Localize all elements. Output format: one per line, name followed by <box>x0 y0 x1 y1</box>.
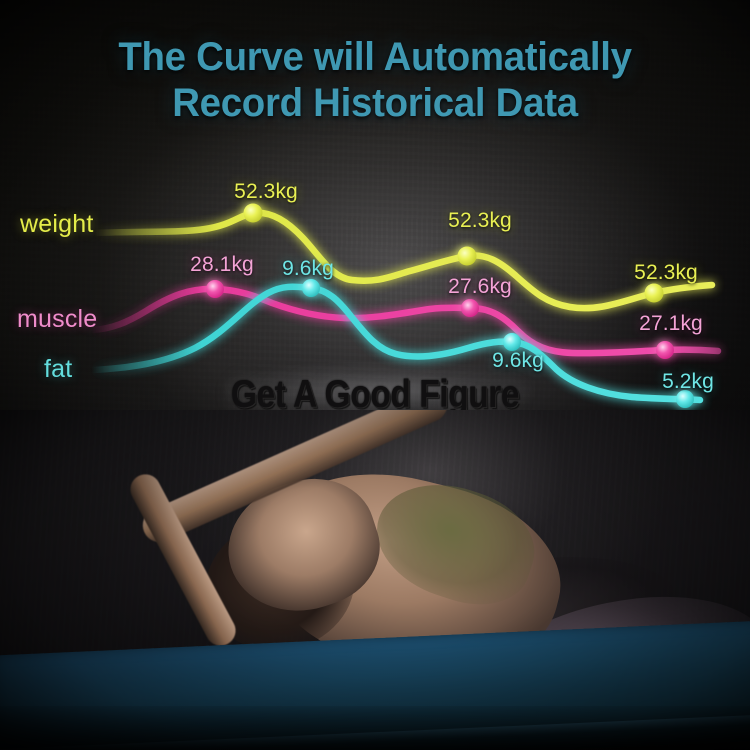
series-label-muscle: muscle <box>17 305 98 333</box>
series-label-weight: weight <box>20 210 94 238</box>
history-curve-chart: weight muscle fat 52.3kg 52.3kg 52.3kg 2… <box>17 180 722 408</box>
weight-data-points <box>243 203 664 303</box>
yoga-photo <box>0 410 750 750</box>
data-point-muscle-1[interactable] <box>206 280 224 298</box>
data-point-fat-2[interactable] <box>503 333 521 351</box>
muscle-data-points <box>206 280 674 359</box>
data-point-muscle-2[interactable] <box>461 299 479 317</box>
data-point-weight-3[interactable] <box>644 283 664 303</box>
data-point-muscle-3[interactable] <box>656 341 674 359</box>
data-point-fat-3[interactable] <box>676 390 694 408</box>
muscle-curve <box>88 285 722 357</box>
chart-svg <box>88 203 722 408</box>
weight-curve <box>91 209 716 312</box>
series-label-fat: fat <box>44 355 73 383</box>
fat-curve <box>88 283 704 404</box>
fat-data-points <box>302 279 694 408</box>
data-point-fat-1[interactable] <box>302 279 320 297</box>
data-point-weight-2[interactable] <box>457 246 477 266</box>
data-point-weight-1[interactable] <box>243 203 263 223</box>
photo-vignette <box>0 410 750 750</box>
